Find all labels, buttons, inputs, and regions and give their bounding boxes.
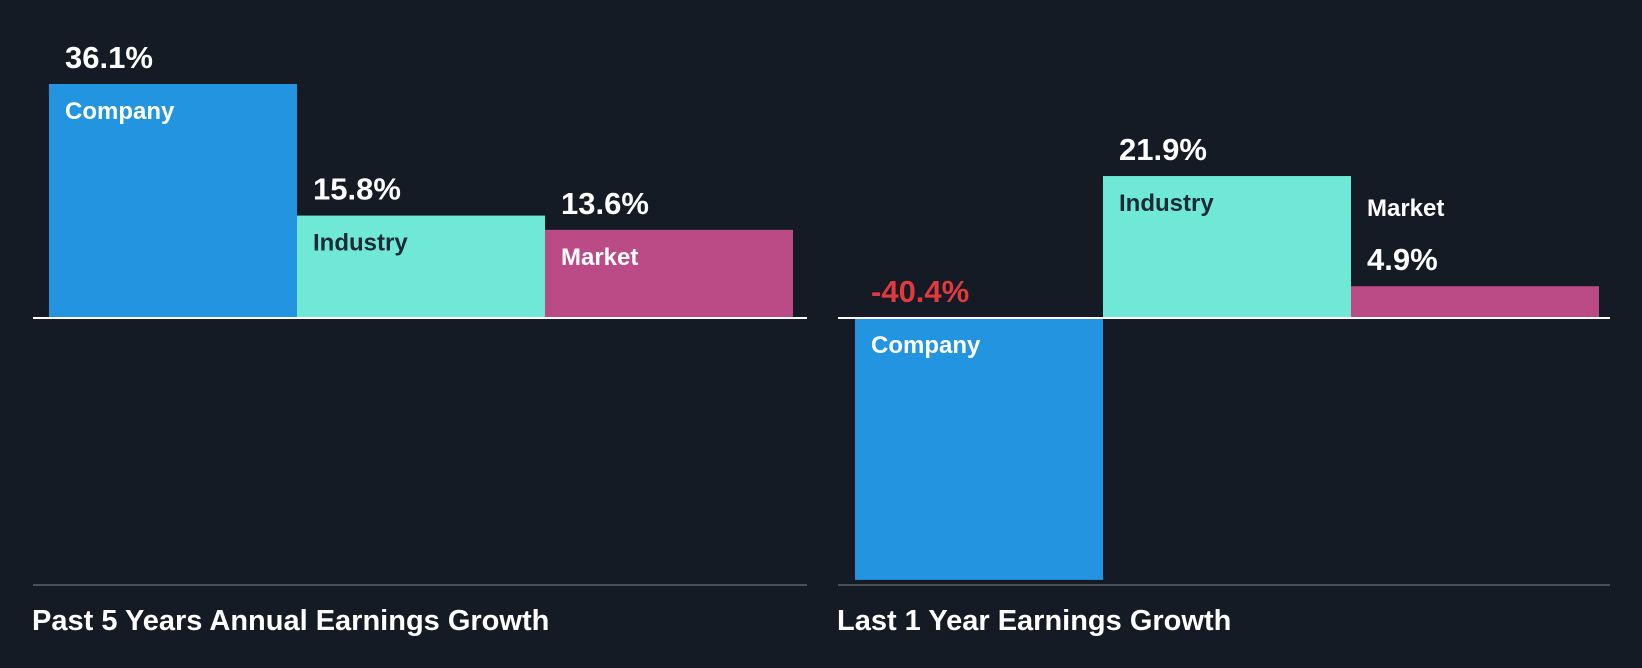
- value-label-company: 36.1%: [65, 40, 153, 75]
- chart-title-last-1-year: Last 1 Year Earnings Growth: [837, 605, 1232, 637]
- bar-label-market: Market: [1367, 195, 1444, 222]
- bar-label-company: Company: [871, 332, 981, 359]
- bar-label-industry: Industry: [1119, 190, 1214, 217]
- bar-company: [855, 318, 1103, 580]
- value-label-market: 13.6%: [561, 186, 649, 221]
- chart-title-past-5-years: Past 5 Years Annual Earnings Growth: [32, 605, 550, 637]
- value-label-industry: 15.8%: [313, 172, 401, 207]
- chart-panel-1: Company -40.4% Industry 21.9% Market 4.9%: [838, 132, 1610, 586]
- value-label-company: -40.4%: [871, 274, 969, 309]
- bar-market: [1351, 286, 1599, 318]
- chart-panel-0: Company 36.1% Industry 15.8% Market 13.6%: [33, 40, 807, 586]
- bar-label-industry: Industry: [313, 230, 408, 257]
- bar-label-company: Company: [65, 98, 175, 125]
- bar-industry: [297, 215, 545, 318]
- value-label-market: 4.9%: [1367, 242, 1438, 277]
- bar-industry: [1103, 176, 1351, 318]
- bar-company: [49, 84, 297, 318]
- bar-market: [545, 229, 793, 318]
- bar-label-market: Market: [561, 244, 638, 271]
- value-label-industry: 21.9%: [1119, 132, 1207, 167]
